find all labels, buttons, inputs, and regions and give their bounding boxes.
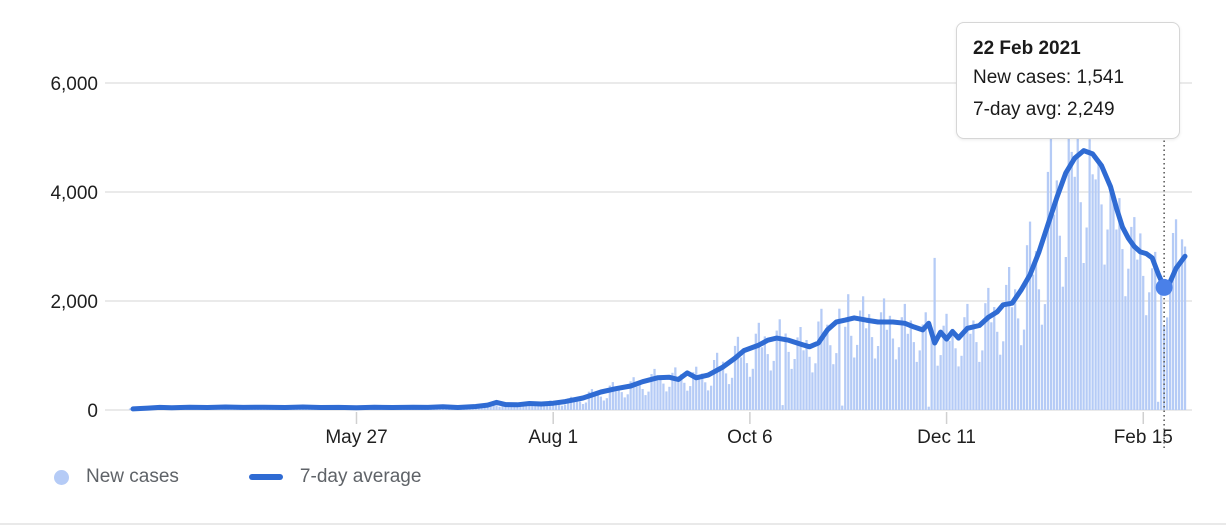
tooltip-new-cases: New cases: 1,541 [973,67,1125,88]
covid-cases-chart[interactable]: 0 2,000 4,000 6,000 May 27 Aug 1 Oct 6 Dec 11 Fe… [0,0,1226,460]
x-axis-labels: May 27 Aug 1 Oct 6 Dec 11 Feb 15 [325,412,1173,448]
y-axis-labels: 0 2,000 4,000 6,000 [50,74,98,422]
svg-text:May 27: May 27 [325,427,387,448]
legend-label-avg: 7-day average [299,466,422,487]
svg-text:0: 0 [87,401,98,422]
svg-text:Feb 15: Feb 15 [1114,427,1173,448]
svg-text:Oct 6: Oct 6 [727,427,772,448]
bars-series [128,133,1187,411]
legend-item-new-cases: New cases [54,466,179,488]
legend-label-new-cases: New cases [86,466,179,487]
svg-text:6,000: 6,000 [50,74,98,95]
tooltip-avg: 7-day avg: 2,249 [973,99,1115,120]
chart-canvas[interactable]: 0 2,000 4,000 6,000 May 27 Aug 1 Oct 6 Dec 11 Fe… [0,0,1226,460]
tooltip-date: 22 Feb 2021 [973,38,1081,59]
bottom-divider [0,523,1226,525]
highlight-dot [1155,278,1173,296]
svg-text:Dec 11: Dec 11 [917,427,976,448]
chart-tooltip: 22 Feb 2021 New cases: 1,541 7-day avg: … [956,22,1180,139]
new-cases-dot-icon [54,469,69,485]
legend-item-avg: 7-day average [248,466,422,488]
avg-line [130,148,1188,412]
avg-line-icon [248,474,283,480]
chart-legend: New cases 7-day average [54,466,421,488]
svg-text:4,000: 4,000 [50,183,98,204]
svg-text:Aug 1: Aug 1 [528,427,578,448]
svg-text:2,000: 2,000 [50,292,98,313]
